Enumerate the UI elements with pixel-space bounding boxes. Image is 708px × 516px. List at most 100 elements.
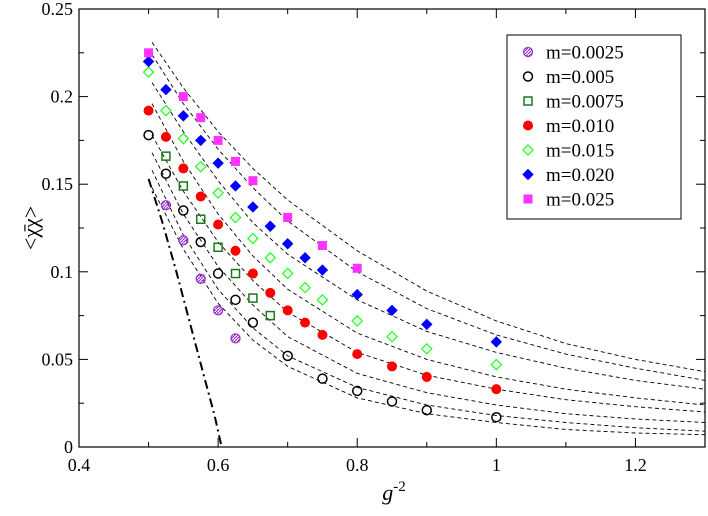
data-point [351, 385, 363, 397]
chiral-limit-curve [147, 178, 223, 448]
data-point [161, 151, 171, 161]
series-4 [143, 105, 502, 395]
data-point [387, 361, 397, 372]
data-point [282, 350, 293, 362]
legend-box [506, 34, 682, 220]
data-point [490, 358, 503, 371]
data-point [421, 318, 433, 331]
data-point [229, 180, 242, 192]
data-point [282, 305, 293, 316]
fit-curve-1 [151, 42, 706, 373]
legend-marker [522, 144, 534, 156]
data-point [213, 135, 223, 145]
data-point [352, 349, 363, 360]
data-point [316, 293, 329, 306]
data-point [195, 236, 206, 248]
data-point [420, 342, 433, 355]
data-point [247, 317, 259, 328]
data-point [159, 104, 172, 117]
data-point [247, 201, 259, 213]
y-axis-label: <χ̄χ> [18, 206, 43, 250]
y-tick-label: 0.05 [42, 349, 74, 369]
data-point [386, 330, 398, 343]
legend-label: m=0.010 [546, 116, 614, 137]
chiral-limit-line [147, 178, 223, 448]
legend-label: m=0.0025 [546, 43, 624, 64]
data-point [299, 252, 311, 264]
data-point [421, 404, 433, 416]
legend: m=0.0025 m=0.005 m=0.0075 m=0.010 m=0.015 m=0… [506, 34, 682, 220]
data-point [178, 235, 189, 246]
y-tick-label: 0 [64, 437, 73, 457]
legend-marker [522, 168, 534, 181]
data-point [248, 293, 258, 303]
data-point [195, 273, 206, 284]
axis-ticks: 0.4 0.6 0.8 1 1.2 0 0.05 0.1 0.15 0.2 0.25 [42, 0, 706, 475]
data-point [265, 287, 276, 298]
data-point [351, 314, 364, 327]
legend-label: m=0.015 [546, 141, 614, 162]
series-3 [161, 151, 276, 321]
data-point [491, 411, 502, 423]
series-1 [160, 200, 241, 344]
series-7 [144, 48, 362, 273]
data-point [195, 134, 207, 147]
data-point [229, 211, 242, 224]
legend-marker [523, 120, 533, 131]
data-point [142, 55, 155, 68]
data-point [196, 113, 206, 123]
data-point [178, 181, 189, 191]
data-point [230, 333, 241, 344]
data-point [246, 232, 259, 245]
data-point [144, 48, 154, 58]
data-point [281, 267, 294, 280]
data-point [386, 304, 398, 317]
data-point [300, 317, 311, 328]
legend-marker [523, 96, 533, 106]
data-point [177, 110, 190, 122]
fit-curve-7 [151, 170, 706, 432]
x-tick-label: 0.6 [207, 455, 230, 475]
data-point [230, 268, 241, 279]
x-axis-label-superscript: -2 [393, 479, 406, 495]
data-point [143, 105, 154, 116]
data-point [230, 294, 241, 306]
legend-label: m=0.0075 [546, 92, 624, 113]
y-tick-label: 0.1 [51, 262, 74, 282]
legend-marker [522, 71, 534, 82]
data-point [195, 191, 206, 202]
data-point [213, 219, 224, 230]
fit-curve-6 [151, 152, 706, 423]
legend-label: m=0.025 [546, 190, 614, 211]
data-point [352, 263, 362, 273]
data-point [265, 310, 276, 321]
data-point [195, 214, 206, 224]
x-tick-label: 1.2 [624, 455, 647, 475]
data-point [283, 212, 293, 222]
data-point [178, 205, 189, 216]
data-point [212, 186, 225, 199]
y-tick-label: 0.25 [42, 0, 74, 19]
data-point [491, 384, 502, 395]
fit-curve-5 [151, 134, 706, 413]
y-axis-label-text: <χ̄χ> [18, 206, 43, 250]
data-point [264, 220, 276, 232]
series-5 [142, 66, 503, 371]
y-tick-label: 0.15 [42, 174, 74, 194]
data-point [386, 396, 398, 407]
legend-marker [523, 194, 533, 204]
series-2 [143, 129, 502, 423]
data-point [281, 238, 294, 250]
x-axis-label: g-2 [382, 479, 406, 505]
legend-label: m=0.005 [546, 67, 614, 88]
data-point [490, 336, 503, 348]
x-axis-label-base: g [382, 480, 393, 505]
data-point [247, 268, 258, 279]
y-tick-label: 0.2 [51, 87, 74, 107]
legend-marker [522, 46, 534, 58]
data-point [317, 329, 328, 340]
data-point [317, 373, 328, 384]
data-point [142, 66, 155, 79]
x-tick-label: 1 [492, 455, 501, 475]
